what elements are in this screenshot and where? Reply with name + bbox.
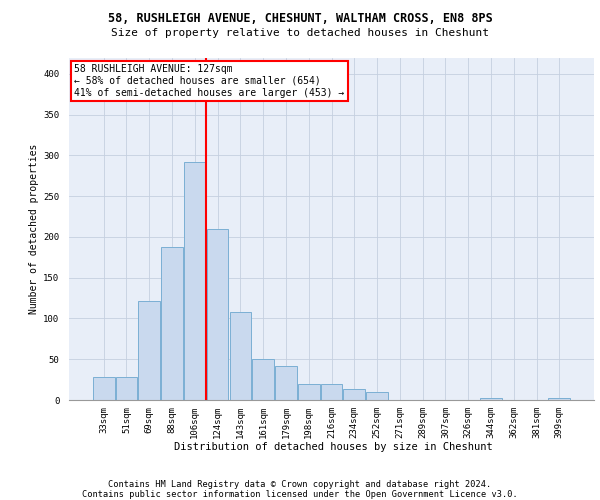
Text: 58 RUSHLEIGH AVENUE: 127sqm
← 58% of detached houses are smaller (654)
41% of se: 58 RUSHLEIGH AVENUE: 127sqm ← 58% of det…	[74, 64, 344, 98]
Bar	[139, 300, 160, 400]
Bar	[116, 377, 137, 400]
Y-axis label: Number of detached properties: Number of detached properties	[29, 144, 39, 314]
Bar	[298, 384, 320, 400]
Text: Size of property relative to detached houses in Cheshunt: Size of property relative to detached ho…	[111, 28, 489, 38]
Bar	[275, 366, 297, 400]
Bar	[161, 246, 183, 400]
Bar	[480, 398, 502, 400]
Bar	[184, 162, 206, 400]
Text: Distribution of detached houses by size in Cheshunt: Distribution of detached houses by size …	[173, 442, 493, 452]
Bar	[93, 377, 115, 400]
Bar	[230, 312, 251, 400]
Bar	[320, 384, 343, 400]
Bar	[253, 359, 274, 400]
Bar	[548, 398, 570, 400]
Text: Contains public sector information licensed under the Open Government Licence v3: Contains public sector information licen…	[82, 490, 518, 499]
Text: Contains HM Land Registry data © Crown copyright and database right 2024.: Contains HM Land Registry data © Crown c…	[109, 480, 491, 489]
Bar	[343, 388, 365, 400]
Bar	[207, 229, 229, 400]
Bar	[366, 392, 388, 400]
Text: 58, RUSHLEIGH AVENUE, CHESHUNT, WALTHAM CROSS, EN8 8PS: 58, RUSHLEIGH AVENUE, CHESHUNT, WALTHAM …	[107, 12, 493, 26]
